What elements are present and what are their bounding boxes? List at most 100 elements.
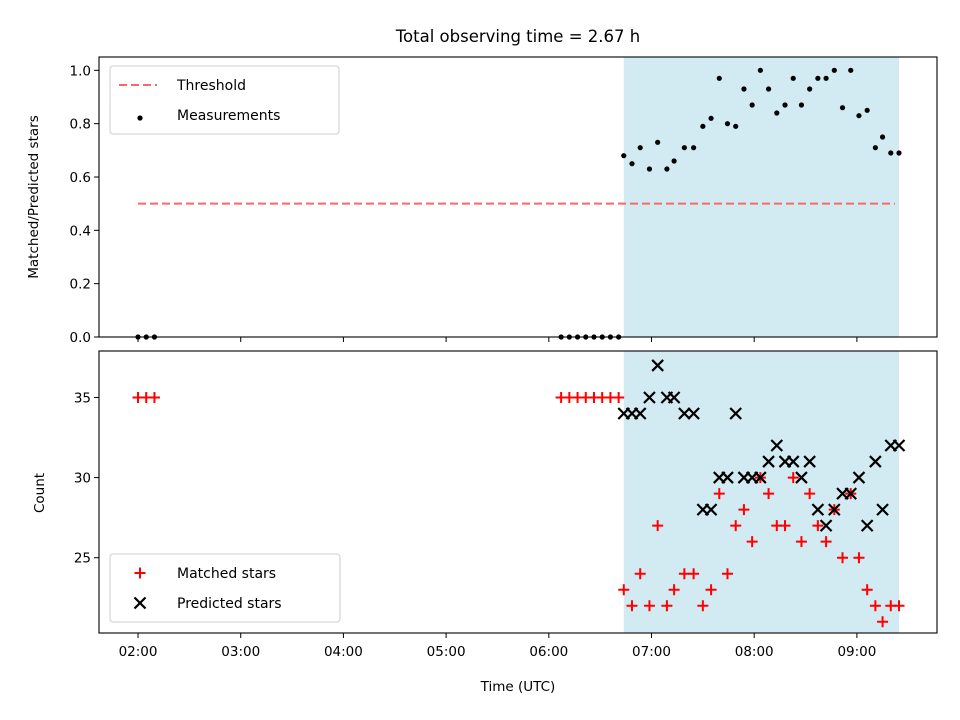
bottom-series-1-point xyxy=(729,407,742,420)
bottom-series-1-point xyxy=(803,455,816,468)
top-series-0-point xyxy=(790,75,796,81)
top-series-0-point xyxy=(708,115,714,121)
top-series-0-point xyxy=(879,134,886,140)
bottom-series-1-point xyxy=(876,503,889,516)
bottom-series-0-point xyxy=(626,600,638,612)
bottom-series-1-point xyxy=(754,471,767,484)
bottom-series-1-point xyxy=(762,455,775,468)
top-series-0-point xyxy=(815,75,821,81)
bottom-legend: Matched stars Predicted stars xyxy=(109,553,341,623)
bottom-series-0-point xyxy=(812,520,824,532)
bottom-series-0-point xyxy=(763,488,775,500)
bottom-series-1-point xyxy=(892,439,906,452)
bottom-series-0-point xyxy=(730,520,742,532)
bottom-series-1-point xyxy=(678,407,691,420)
bottom-series-1-point xyxy=(860,519,874,532)
top-y-tick-label: 0.6 xyxy=(70,170,91,186)
chart-title: Total observing time = 2.67 h xyxy=(395,27,640,46)
x-tick-label: 08:00 xyxy=(735,644,774,660)
x-tick-label: 02:00 xyxy=(119,644,158,660)
bottom-series-0-point xyxy=(722,568,733,580)
top-panel-ratio: 0.0 0.2 0.4 0.6 0.8 1.0 Threshold Measurements xyxy=(70,56,938,346)
bottom-series-1-point xyxy=(770,439,784,452)
x-axis-label: Time (UTC) xyxy=(480,679,556,695)
top-y-tick-label: 0.8 xyxy=(70,117,91,133)
bottom-series-0-point xyxy=(795,536,807,548)
bottom-legend-label: Predicted stars xyxy=(177,596,282,612)
top-legend-box xyxy=(109,65,340,135)
bottom-series-0-point xyxy=(148,391,160,403)
bottom-series-1-point xyxy=(667,391,681,404)
bottom-series-0-point xyxy=(661,600,673,612)
bottom-series-0-point xyxy=(853,552,865,564)
top-series-0-point xyxy=(782,102,788,108)
bottom-legend-box xyxy=(109,553,341,623)
bottom-series-0-point xyxy=(820,536,832,548)
bottom-legend-marker-swatch xyxy=(133,596,147,610)
bottom-series-1-point xyxy=(721,471,734,484)
bottom-series-0-point xyxy=(869,600,881,612)
bottom-series-0-point xyxy=(779,520,791,532)
bottom-series-1-point xyxy=(811,503,825,516)
bottom-series-0-point xyxy=(787,472,799,484)
bottom-series-0-point xyxy=(877,616,889,628)
bottom-series-1-point xyxy=(633,407,647,420)
bottom-series-1-point xyxy=(819,519,833,532)
bottom-series-0-point xyxy=(837,552,849,564)
bottom-series-0-point xyxy=(678,568,690,580)
bottom-series-1-point xyxy=(828,503,841,516)
bottom-series-0-point xyxy=(613,391,625,403)
top-series-0-point xyxy=(864,107,870,113)
x-tick-label: 09:00 xyxy=(837,644,876,660)
top-series-0-point xyxy=(733,123,739,129)
top-series-0-point xyxy=(848,67,854,73)
top-legend-label: Threshold xyxy=(176,78,246,94)
bottom-legend-marker-swatch xyxy=(134,567,146,579)
bottom-series-0-point xyxy=(618,584,630,596)
bottom-series-1-point xyxy=(704,503,718,516)
x-tick-label: 06:00 xyxy=(529,644,568,660)
x-tick-label: 04:00 xyxy=(324,644,363,660)
top-series-0-point xyxy=(856,113,862,119)
top-series-0-point xyxy=(664,166,670,172)
top-y-tick-label: 0.0 xyxy=(70,330,91,346)
x-tick-label: 07:00 xyxy=(632,644,671,660)
top-y-tick-label: 0.2 xyxy=(70,277,91,293)
bottom-series-1-point xyxy=(687,407,700,420)
bottom-series-1-point xyxy=(643,391,656,404)
top-series-0-point xyxy=(888,150,894,156)
bottom-series-1-point xyxy=(844,487,858,500)
top-series-0-point xyxy=(839,105,846,111)
top-legend: Threshold Measurements xyxy=(109,65,340,135)
bottom-y-tick-label: 25 xyxy=(74,551,91,567)
top-axes-frame xyxy=(98,56,938,338)
top-series-0-point xyxy=(823,75,829,81)
bottom-observing-window-span xyxy=(623,351,900,633)
bottom-series-1-point xyxy=(795,471,808,484)
top-series-0-point xyxy=(646,166,653,172)
bottom-series-1-point xyxy=(651,359,664,372)
bottom-series-0-point xyxy=(738,504,750,516)
bottom-y-axis-label: Count xyxy=(32,473,48,513)
top-y-tick-label: 1.0 xyxy=(70,63,91,79)
top-series-0-point xyxy=(831,67,837,73)
bottom-series-0-point xyxy=(697,600,709,612)
top-series-0-point xyxy=(681,145,687,151)
bottom-series-0-point xyxy=(652,520,664,532)
top-legend-label: Measurements xyxy=(177,108,280,124)
bottom-series-0-point xyxy=(804,488,816,500)
top-series-0-point xyxy=(774,110,780,116)
top-series-0-point xyxy=(765,86,772,92)
top-series-0-point xyxy=(807,86,813,92)
top-series-0-point xyxy=(716,75,722,81)
bottom-series-1-point xyxy=(869,455,882,468)
top-series-0-point xyxy=(798,102,805,108)
top-series-0-point xyxy=(629,161,635,167)
top-series-0-point xyxy=(896,150,902,156)
bottom-panel-counts: 02:00 03:00 04:00 05:00 06:00 07:00 08:00 09:00… xyxy=(74,350,938,660)
x-tick-label: 05:00 xyxy=(427,644,466,660)
bottom-legend-label: Matched stars xyxy=(177,566,276,582)
bottom-series-1-point xyxy=(852,471,866,484)
top-series-0-point xyxy=(741,86,747,92)
